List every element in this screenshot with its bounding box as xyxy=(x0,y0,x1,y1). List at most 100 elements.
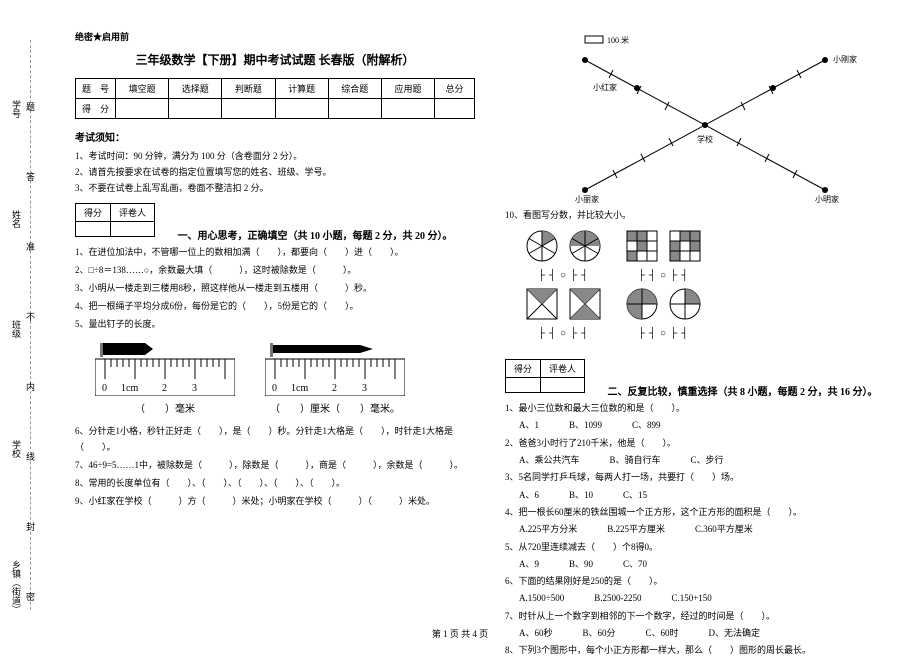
binding-sidebar: 乡镇（街道） 学校 班级 姓名 学号 密 封 线 内 不 准 答 题 xyxy=(0,0,60,650)
left-column: 绝密★启用前 三年级数学【下册】期中考试试题 长春版（附解析） 题 号 填空题 … xyxy=(60,0,490,650)
svg-text:3: 3 xyxy=(192,383,197,394)
opt-b: B.225平方厘米 xyxy=(607,522,665,536)
section2-score-box: 得分评卷人 xyxy=(505,359,585,393)
svg-text:0: 0 xyxy=(272,383,277,394)
frac-comp: ├┤○├┤ xyxy=(625,328,705,339)
svg-text:3: 3 xyxy=(362,383,367,394)
ruler-svg-1: 01cm23 xyxy=(95,341,235,396)
th-num: 题 号 xyxy=(76,79,116,99)
fraction-row-2: ├┤○├┤ ├┤○├┤ xyxy=(505,287,905,339)
sidebar-label-name: 姓名 xyxy=(10,210,23,228)
svg-text:1cm: 1cm xyxy=(291,383,308,394)
td-score-label: 得 分 xyxy=(76,99,116,119)
ruler2-label: （ ）厘米（ ）毫米。 xyxy=(265,400,405,415)
opt-c: C.150+150 xyxy=(671,591,711,605)
ruler-1: 01cm23 （ ）毫米 xyxy=(95,341,235,415)
ruler-svg-2: 0 1cm 2 3 xyxy=(265,341,405,396)
s2q5: 5、从720里连续减去（ ）个8得0。 xyxy=(505,539,905,555)
seal-char-5: 不 xyxy=(26,310,35,323)
seal-char-1: 密 xyxy=(26,590,35,603)
q9: 9、小红家在学校（ ）方（ ）米处；小明家在学校（ ）（ ）米处。 xyxy=(75,493,475,509)
map-xg: 小刚家 xyxy=(833,54,857,64)
q10: 10、看图写分数，并比较大小。 xyxy=(505,207,905,223)
seal-char-6: 准 xyxy=(26,240,35,253)
seal-char-7: 答 xyxy=(26,170,35,183)
notice-title: 考试须知： xyxy=(75,129,475,144)
notice-3: 3、不要在试卷上乱写乱画，卷面不整洁扣 2 分。 xyxy=(75,180,475,196)
frac-circles-svg xyxy=(525,229,605,263)
map-xh: 小红家 xyxy=(593,82,617,92)
opt-a: A.1500÷500 xyxy=(519,591,564,605)
opt-b: B、骑自行车 xyxy=(610,453,661,467)
td-empty xyxy=(169,99,222,119)
right-column: 100 米 学校 小红家 小刚家 小丽家 小明家 10、看图写分数，并比较大小。 xyxy=(490,0,920,650)
q5: 5、量出钉子的长度。 xyxy=(75,316,475,332)
opt-a: A、6 xyxy=(519,488,539,502)
opt-a: A.225平方分米 xyxy=(519,522,577,536)
table-row: 得 分 xyxy=(76,99,475,119)
q4: 4、把一根绳子平均分成6份，每份是它的（ ），5份是它的（ ）。 xyxy=(75,298,475,314)
frac-comp: ├┤○├┤ xyxy=(525,270,605,281)
sidebar-label-class: 班级 xyxy=(10,320,23,338)
secret-label: 绝密★启用前 xyxy=(75,30,475,43)
td-empty xyxy=(116,99,169,119)
s2q6-opts: A.1500÷500B.2500-2250C.150+150 xyxy=(505,591,905,605)
th-app: 应用题 xyxy=(381,79,434,99)
sb-marker: 评卷人 xyxy=(541,360,585,378)
q3: 3、小明从一楼走到三楼用8秒，照这样他从一楼走到五楼用（ ）秒。 xyxy=(75,280,475,296)
sb-empty xyxy=(111,221,155,236)
section1-title: 一、用心思考，正确填空（共 10 小题，每题 2 分，共 20 分）。 xyxy=(178,231,453,242)
s2q7: 7、时针从上一个数字到相邻的下一个数字，经过的时间是（ ）。 xyxy=(505,608,905,624)
s2q6: 6、下面的结果刚好是250的是（ ）。 xyxy=(505,573,905,589)
direction-map: 100 米 学校 小红家 小刚家 小丽家 小明家 xyxy=(545,30,865,205)
map-xl: 小丽家 xyxy=(575,194,599,204)
sb-empty xyxy=(506,378,541,393)
exam-page: 乡镇（街道） 学校 班级 姓名 学号 密 封 线 内 不 准 答 题 绝密★启用… xyxy=(0,0,920,650)
td-empty xyxy=(435,99,475,119)
map-xm: 小明家 xyxy=(815,194,839,204)
map-scale: 100 米 xyxy=(607,35,629,45)
sidebar-label-id: 学号 xyxy=(10,100,23,118)
th-choice: 选择题 xyxy=(169,79,222,99)
frac-squares-svg xyxy=(625,229,705,263)
sb-empty xyxy=(541,378,585,393)
ruler-row: 0 1cm 2 3 （ ）毫米 0 1cm 2 3 xyxy=(75,341,475,415)
q8: 8、常用的长度单位有（ ）、（ ）、（ ）、（ ）、（ ）。 xyxy=(75,475,475,491)
sb-score: 得分 xyxy=(76,203,111,221)
svg-text:2: 2 xyxy=(332,383,337,394)
opt-c: C、899 xyxy=(632,418,661,432)
frac-circles: ├┤○├┤ xyxy=(525,229,605,281)
page-number: 第 1 页 共 4 页 xyxy=(0,627,920,640)
th-fill: 填空题 xyxy=(116,79,169,99)
s2q2-opts: A、乘公共汽车B、骑自行车C、步行 xyxy=(505,453,905,467)
td-empty xyxy=(275,99,328,119)
ruler1-label: （ ）毫米 xyxy=(95,400,235,415)
opt-c: C、步行 xyxy=(691,453,724,467)
frac-comp: ├┤○├┤ xyxy=(525,328,605,339)
s2q1-opts: A、1B、1099C、899 xyxy=(505,418,905,432)
exam-title: 三年级数学【下册】期中考试试题 长春版（附解析） xyxy=(75,51,475,68)
s2q3-opts: A、6B、10C、15 xyxy=(505,488,905,502)
q6: 6、分针走1小格，秒针正好走（ ），是（ ）秒。分针走1大格是（ ），时针走1大… xyxy=(75,423,475,455)
notice-1: 1、考试时间：90 分钟，满分为 100 分（含卷面分 2 分）。 xyxy=(75,148,475,164)
s2q8: 8、下列3个图形中，每个小正方形都一样大，那么（ ）图形的周长最长。 xyxy=(505,642,905,658)
sidebar-label-township: 乡镇（街道） xyxy=(10,560,23,614)
seal-char-2: 封 xyxy=(26,520,35,533)
map-school: 学校 xyxy=(697,134,713,144)
notice-2: 2、请首先按要求在试卷的指定位置填写您的姓名、班级、学号。 xyxy=(75,164,475,180)
ruler-2: 0 1cm 2 3 （ ）厘米（ ）毫米。 xyxy=(265,341,405,415)
opt-c: C、70 xyxy=(623,557,647,571)
th-calc: 计算题 xyxy=(275,79,328,99)
q7: 7、46÷9=5……1中，被除数是（ ），除数是（ ），商是（ ），余数是（ ）… xyxy=(75,457,475,473)
s2q4-opts: A.225平方分米B.225平方厘米C.360平方厘米 xyxy=(505,522,905,536)
opt-a: A、1 xyxy=(519,418,539,432)
s2q4: 4、把一根长60厘米的铁丝围城一个正方形，这个正方形的面积是（ ）。 xyxy=(505,504,905,520)
opt-b: B、90 xyxy=(569,557,593,571)
q2: 2、□÷8＝138……○，余数最大填（ ），这时被除数是（ ）。 xyxy=(75,262,475,278)
svg-text:2: 2 xyxy=(162,383,167,394)
frac-squares: ├┤○├┤ xyxy=(625,229,705,281)
seal-char-3: 线 xyxy=(26,450,35,463)
sidebar-label-school: 学校 xyxy=(10,440,23,458)
sb-score: 得分 xyxy=(506,360,541,378)
seal-char-8: 题 xyxy=(26,100,35,113)
